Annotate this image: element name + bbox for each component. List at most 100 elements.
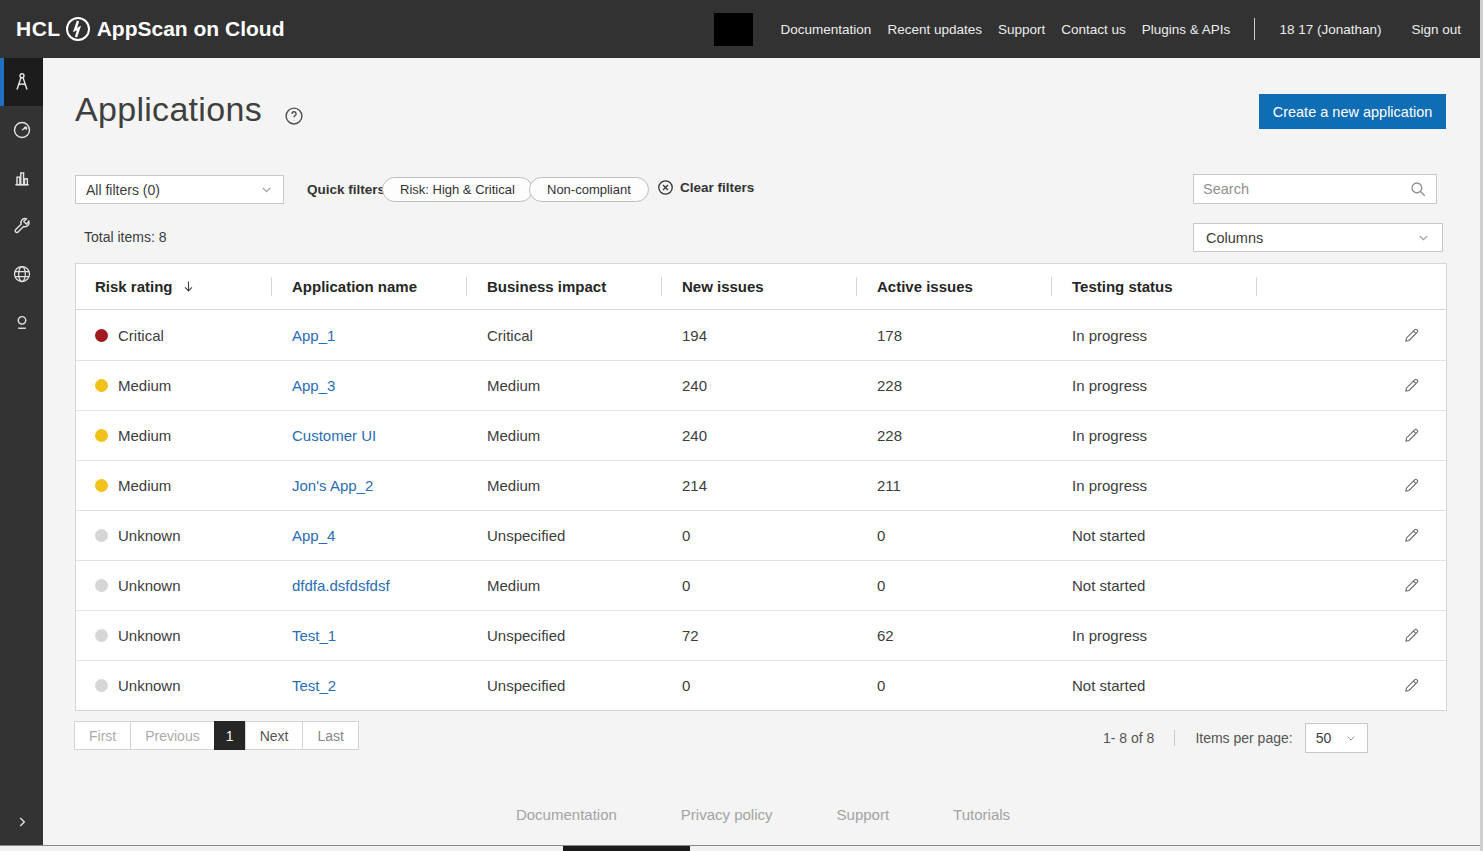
pagination: First Previous 1 Next Last: [75, 721, 359, 750]
application-link[interactable]: dfdfa.dsfdsfdsf: [292, 577, 390, 594]
user-menu[interactable]: 18 17 (Jonathan): [1279, 22, 1381, 37]
pagination-first-button[interactable]: First: [74, 721, 131, 750]
risk-dot: [95, 629, 108, 642]
application-link[interactable]: Test_2: [292, 677, 336, 694]
clear-filters-button[interactable]: Clear filters: [657, 179, 754, 196]
footer-link-privacy-policy[interactable]: Privacy policy: [681, 806, 773, 823]
new-issues-count: 0: [661, 527, 856, 544]
footer-link-documentation[interactable]: Documentation: [516, 806, 617, 823]
edit-pencil-icon[interactable]: [1403, 527, 1420, 544]
sidebar-item-reports[interactable]: [0, 154, 43, 202]
risk-label: Unknown: [118, 627, 181, 644]
wrench-icon: [12, 216, 32, 236]
items-per-page-label: Items per page:: [1195, 730, 1292, 746]
edit-pencil-icon[interactable]: [1403, 427, 1420, 444]
sidebar-item-tools[interactable]: [0, 202, 43, 250]
testing-status: In progress: [1051, 627, 1256, 644]
application-link[interactable]: App_3: [292, 377, 335, 394]
application-link[interactable]: Customer UI: [292, 427, 376, 444]
column-header-active-issues[interactable]: Active issues: [856, 264, 1051, 309]
new-issues-count: 194: [661, 327, 856, 344]
application-link[interactable]: App_1: [292, 327, 335, 344]
table-row: Unknown App_4 Unspecified 0 0 Not starte…: [76, 510, 1446, 560]
column-header-risk-rating[interactable]: Risk rating: [76, 264, 271, 309]
pagination-current-page[interactable]: 1: [214, 721, 246, 750]
footer-link-tutorials[interactable]: Tutorials: [953, 806, 1010, 823]
all-filters-dropdown[interactable]: All filters (0): [75, 175, 284, 204]
risk-label: Medium: [118, 377, 171, 394]
edit-pencil-icon[interactable]: [1403, 677, 1420, 694]
edit-pencil-icon[interactable]: [1403, 577, 1420, 594]
bar-chart-icon: [12, 168, 32, 188]
quick-filters-label: Quick filters:: [307, 182, 390, 197]
pagination-next-button[interactable]: Next: [245, 721, 304, 750]
help-icon[interactable]: [284, 106, 304, 130]
brand: HCL AppScan on Cloud: [16, 16, 285, 42]
edit-pencil-icon[interactable]: [1403, 627, 1420, 644]
edit-pencil-icon[interactable]: [1403, 327, 1420, 344]
table-row: Unknown Test_2 Unspecified 0 0 Not start…: [76, 660, 1446, 710]
active-issues-count: 0: [856, 577, 1051, 594]
total-items-label: Total items: 8: [84, 229, 166, 245]
testing-status: Not started: [1051, 527, 1256, 544]
nav-plugins-apis[interactable]: Plugins & APIs: [1142, 22, 1231, 37]
new-issues-count: 72: [661, 627, 856, 644]
testing-status: Not started: [1051, 677, 1256, 694]
risk-dot: [95, 429, 108, 442]
testing-status: In progress: [1051, 327, 1256, 344]
redacted-box: [714, 13, 753, 46]
left-sidebar: [0, 58, 43, 846]
risk-label: Unknown: [118, 577, 181, 594]
sidebar-item-scans[interactable]: [0, 106, 43, 154]
nav-support[interactable]: Support: [998, 22, 1045, 37]
columns-dropdown[interactable]: Columns: [1193, 223, 1443, 252]
horizontal-scrollbar[interactable]: [0, 845, 1483, 851]
sign-out-button[interactable]: Sign out: [1411, 22, 1461, 37]
pagination-range-label: 1- 8 of 8: [1103, 730, 1154, 746]
application-link[interactable]: Jon's App_2: [292, 477, 373, 494]
sidebar-expand-button[interactable]: [0, 798, 43, 846]
edit-pencil-icon[interactable]: [1403, 477, 1420, 494]
column-header-testing-status[interactable]: Testing status: [1051, 264, 1256, 309]
product-name: AppScan on Cloud: [97, 17, 285, 41]
gauge-icon: [12, 120, 32, 140]
table-header-row: Risk rating Application name Business im…: [76, 264, 1446, 310]
filter-pill-risk-high-critical[interactable]: Risk: High & Critical: [382, 177, 533, 202]
column-header-business-impact[interactable]: Business impact: [466, 264, 661, 309]
column-header-new-issues[interactable]: New issues: [661, 264, 856, 309]
risk-dot: [95, 479, 108, 492]
risk-dot: [95, 579, 108, 592]
search-icon[interactable]: [1409, 180, 1427, 198]
create-application-button[interactable]: Create a new application: [1259, 94, 1446, 129]
risk-label: Unknown: [118, 527, 181, 544]
table-row: Unknown Test_1 Unspecified 72 62 In prog…: [76, 610, 1446, 660]
items-per-page-select[interactable]: 50: [1305, 723, 1368, 753]
edit-pencil-icon[interactable]: [1403, 377, 1420, 394]
sidebar-item-profile[interactable]: [0, 298, 43, 346]
table-row: Medium Customer UI Medium 240 228 In pro…: [76, 410, 1446, 460]
applications-table: Risk rating Application name Business im…: [75, 263, 1447, 711]
nav-contact-us[interactable]: Contact us: [1061, 22, 1126, 37]
sidebar-item-applications[interactable]: [0, 58, 43, 106]
nav-documentation[interactable]: Documentation: [781, 22, 872, 37]
clear-filters-label: Clear filters: [680, 180, 754, 195]
filter-pill-non-compliant[interactable]: Non-compliant: [529, 177, 649, 202]
risk-dot: [95, 529, 108, 542]
footer-link-support[interactable]: Support: [837, 806, 890, 823]
table-row: Unknown dfdfa.dsfdsfdsf Medium 0 0 Not s…: [76, 560, 1446, 610]
user-icon: [12, 312, 32, 332]
search-box: [1193, 174, 1437, 204]
application-link[interactable]: Test_1: [292, 627, 336, 644]
horizontal-scrollbar-thumb[interactable]: [563, 846, 690, 851]
search-input[interactable]: [1203, 181, 1409, 197]
sidebar-item-network[interactable]: [0, 250, 43, 298]
nav-recent-updates[interactable]: Recent updates: [887, 22, 982, 37]
business-impact: Critical: [466, 327, 661, 344]
application-link[interactable]: App_4: [292, 527, 335, 544]
new-issues-count: 0: [661, 577, 856, 594]
column-header-application-name[interactable]: Application name: [271, 264, 466, 309]
risk-label: Medium: [118, 477, 171, 494]
pagination-previous-button[interactable]: Previous: [130, 721, 214, 750]
testing-status: Not started: [1051, 577, 1256, 594]
pagination-last-button[interactable]: Last: [302, 721, 358, 750]
